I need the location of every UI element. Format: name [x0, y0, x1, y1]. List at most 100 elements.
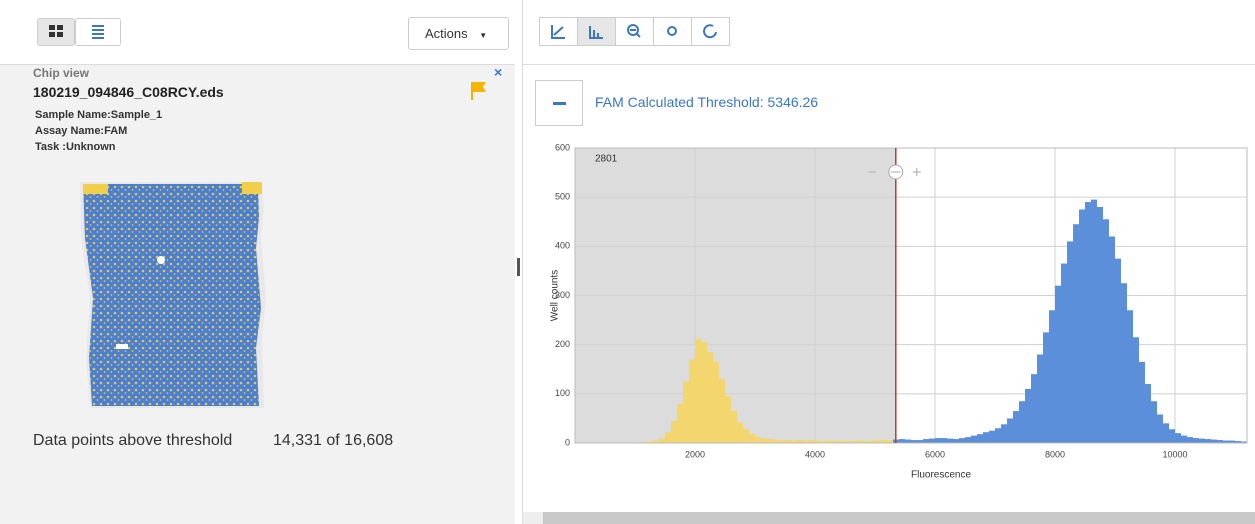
histogram-bar [767, 439, 773, 443]
y-tick-label: 200 [555, 339, 570, 349]
histogram-bar [953, 439, 959, 443]
x-axis-label: Fluorescence [911, 470, 971, 481]
chart-toolbar [523, 0, 1255, 65]
sample-info: Sample Name:Sample_1 Assay Name:FAM Task… [35, 107, 162, 155]
actions-label: Actions [425, 26, 468, 41]
histogram-bar [737, 422, 743, 443]
refresh-tool[interactable] [692, 18, 730, 46]
collapse-button[interactable] [535, 80, 583, 126]
y-tick-label: 100 [555, 388, 570, 398]
histogram-bar [1163, 423, 1169, 443]
assay-name: Assay Name:FAM [35, 123, 162, 139]
histogram-bar [707, 352, 713, 443]
histogram-bar [899, 439, 905, 443]
histogram-bar [743, 429, 749, 443]
summary-label: Data points above threshold [33, 432, 232, 450]
histogram-bar [1007, 418, 1013, 443]
histogram-bar [989, 431, 995, 443]
histogram-bar [1019, 401, 1025, 443]
histogram-bar [1067, 241, 1073, 443]
histogram-bar [1043, 332, 1049, 443]
left-toolbar: Actions ▼ [0, 0, 515, 65]
histogram-bar [749, 434, 755, 443]
histogram-bar [977, 434, 983, 443]
histogram-bar [689, 359, 695, 443]
chart-title: FAM Calculated Threshold: 5346.26 [595, 94, 818, 110]
histogram-bar [1001, 424, 1007, 443]
histogram-bar [947, 439, 953, 443]
histogram-bar [1157, 414, 1163, 443]
histogram-bar [1121, 283, 1127, 443]
histogram-bar [713, 362, 719, 443]
histogram-bar [1055, 286, 1061, 443]
histogram-bar [1205, 439, 1211, 443]
histogram-bar [935, 438, 941, 443]
scrollbar[interactable] [523, 512, 1255, 524]
histogram-bar [1085, 202, 1091, 443]
histogram-bar [659, 438, 665, 443]
splitter-handle[interactable] [517, 258, 520, 276]
histogram-bar [1139, 362, 1145, 443]
histogram-bar [929, 439, 935, 443]
histogram-tool[interactable] [578, 18, 616, 46]
histogram-bar [1013, 411, 1019, 443]
histogram-bar [1049, 310, 1055, 443]
histogram-bar [983, 432, 989, 443]
histogram-bar [755, 437, 761, 443]
grid-view-button[interactable] [37, 18, 75, 46]
grid-icon [38, 19, 74, 45]
histogram-bar [971, 436, 977, 443]
y-tick-label: 400 [555, 241, 570, 251]
histogram-bar [725, 396, 731, 443]
histogram-bar [995, 428, 1001, 443]
histogram-bar [1079, 209, 1085, 443]
histogram-bar [1127, 310, 1133, 443]
histogram-bar [1169, 429, 1175, 443]
annotation: 2801 [595, 154, 618, 165]
y-axis-label: Well counts [550, 270, 561, 322]
histogram-bar [683, 382, 689, 443]
histogram-bar [1025, 389, 1031, 443]
task: Task :Unknown [35, 139, 162, 155]
actions-dropdown[interactable]: Actions ▼ [408, 17, 509, 50]
histogram-bar [1091, 200, 1097, 443]
close-button[interactable]: × [494, 64, 502, 80]
histogram-bar [1037, 355, 1043, 444]
histogram-bar [773, 440, 779, 443]
y-tick-label: 500 [555, 192, 570, 202]
file-name: 180219_094846_C08RCY.eds [33, 84, 224, 100]
histogram-bar [1187, 437, 1193, 443]
histogram-bar [923, 439, 929, 443]
histogram-bar [1151, 401, 1157, 443]
histogram-bar [941, 438, 947, 443]
histogram-bar [665, 432, 671, 443]
x-tick-label: 10000 [1162, 449, 1187, 459]
histogram-bar [1145, 384, 1151, 443]
histogram-bar [959, 438, 965, 443]
zoom-tool[interactable] [616, 18, 654, 46]
x-tick-label: 8000 [1045, 449, 1065, 459]
sample-name: Sample Name:Sample_1 [35, 107, 162, 123]
settings-tool[interactable] [654, 18, 692, 46]
histogram-bar [1175, 433, 1181, 443]
histogram-bar [1109, 237, 1115, 444]
list-view-button[interactable] [75, 18, 121, 46]
histogram-bar [1115, 259, 1121, 443]
histogram-bar [1031, 374, 1037, 443]
chip-view-title: Chip view [33, 66, 89, 80]
histogram-bar [701, 342, 707, 443]
histogram-bar [695, 339, 701, 443]
histogram-bar [1097, 207, 1103, 443]
histogram-bar [1199, 439, 1205, 443]
summary-value: 14,331 of 16,608 [273, 432, 393, 450]
y-tick-label: 600 [555, 142, 570, 152]
histogram-bar [719, 379, 725, 443]
histogram-bar [1193, 438, 1199, 443]
histogram-bar [1073, 224, 1079, 443]
histogram-bar [677, 404, 683, 443]
page: Actions ▼ Chip view × 180219_094846_C08R… [0, 0, 1255, 524]
histogram-bar [1133, 337, 1139, 443]
flag-icon [468, 80, 490, 102]
y-tick-label: 0 [565, 437, 570, 447]
